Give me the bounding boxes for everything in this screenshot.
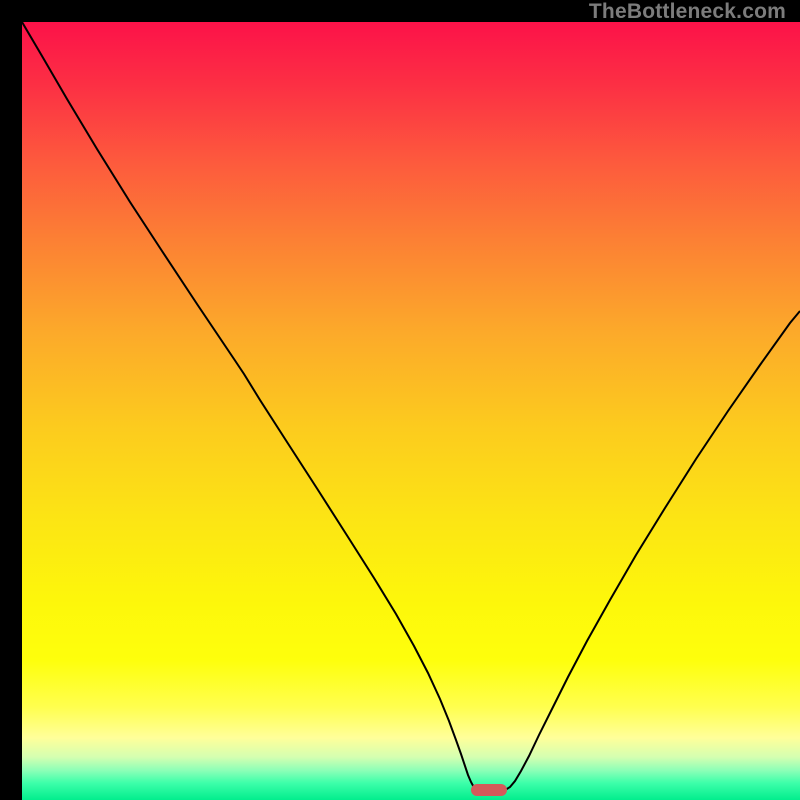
- chart-svg: [22, 22, 800, 800]
- chart-frame: [0, 0, 800, 800]
- chart-background: [22, 22, 800, 800]
- plot-area: [22, 22, 800, 800]
- watermark-text: TheBottleneck.com: [589, 0, 786, 24]
- optimal-marker: [471, 784, 507, 796]
